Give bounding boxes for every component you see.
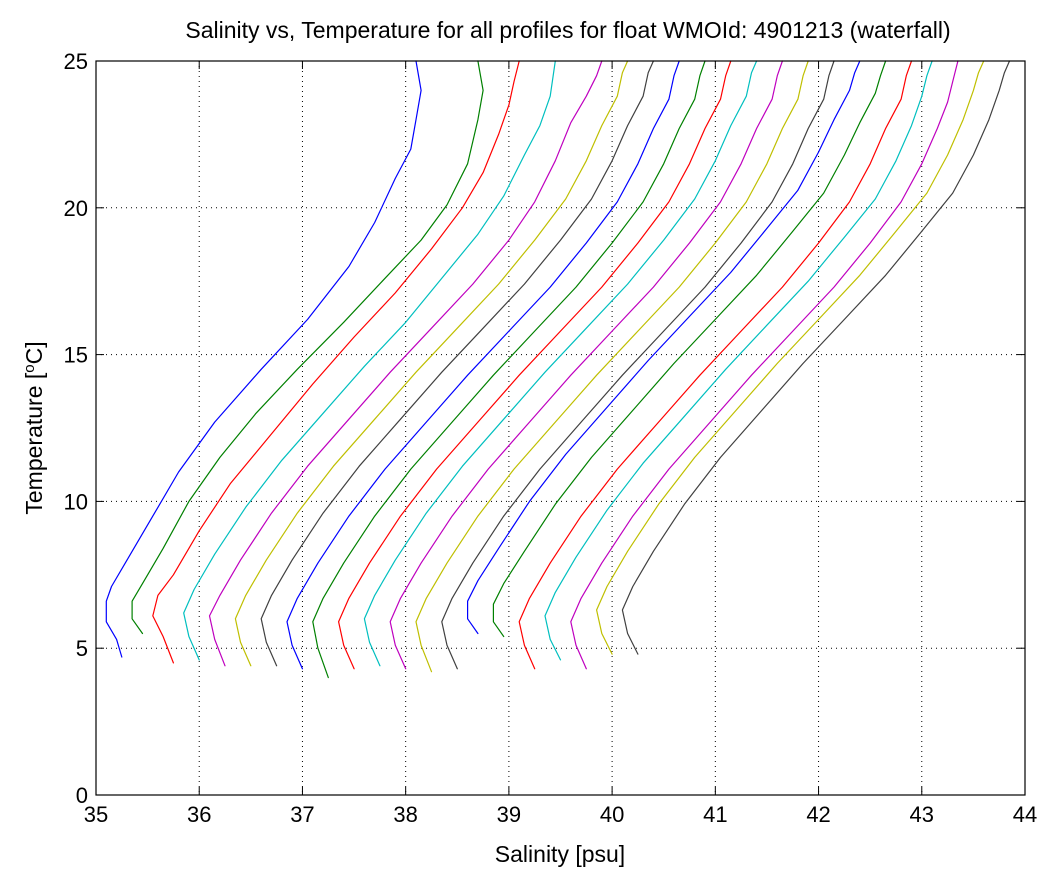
y-tick-label: 15 — [64, 343, 88, 368]
series-line-2 — [131, 60, 484, 635]
series-line-6 — [234, 60, 629, 667]
series-line-9 — [312, 60, 706, 679]
x-tick-label: 42 — [806, 802, 830, 827]
x-tick-label: 35 — [84, 802, 108, 827]
x-tick-label: 38 — [393, 802, 417, 827]
y-axis-label-end: C] — [21, 341, 47, 364]
series-line-17 — [518, 60, 913, 670]
y-axis-label-main: Temperature [ — [21, 372, 47, 515]
y-tick-label: 0 — [76, 783, 88, 808]
y-tick-label: 20 — [64, 196, 88, 221]
x-tick-label: 37 — [290, 802, 314, 827]
series-line-14 — [441, 60, 835, 670]
series-line-18 — [544, 60, 933, 661]
x-tick-label: 36 — [187, 802, 211, 827]
series-line-10 — [338, 60, 732, 670]
y-tick-label: 25 — [64, 49, 88, 74]
y-axis-ticks: 0 5 10 15 20 25 — [64, 49, 1025, 808]
series-line-3 — [152, 60, 520, 664]
plot-series-group — [105, 60, 1011, 679]
series-line-21 — [621, 60, 1011, 655]
series-line-4 — [183, 60, 556, 661]
series-line-15 — [467, 60, 861, 635]
x-tick-label: 41 — [703, 802, 727, 827]
y-tick-label: 5 — [76, 636, 88, 661]
plot-frame — [95, 60, 1026, 796]
series-line-8 — [286, 60, 680, 670]
series-line-20 — [595, 60, 985, 655]
y-tick-label: 10 — [64, 489, 88, 514]
x-axis-ticks: 35 36 37 38 39 40 41 42 43 44 — [84, 61, 1037, 827]
y-axis-label-superscript: o — [21, 364, 38, 372]
series-line-12 — [389, 60, 784, 670]
x-tick-label: 39 — [497, 802, 521, 827]
x-tick-label: 44 — [1013, 802, 1037, 827]
series-line-11 — [363, 60, 758, 667]
series-line-19 — [570, 60, 959, 670]
x-tick-label: 40 — [600, 802, 624, 827]
y-axis-label: Temperature [oC] — [21, 341, 47, 514]
x-axis-label: Salinity [psu] — [495, 841, 625, 867]
series-line-5 — [208, 60, 603, 667]
x-tick-label: 43 — [910, 802, 934, 827]
series-line-7 — [260, 60, 655, 667]
series-line-16 — [492, 60, 887, 638]
series-line-1 — [105, 60, 422, 658]
series-line-13 — [415, 60, 809, 673]
chart-title: Salinity vs, Temperature for all profile… — [185, 17, 950, 43]
